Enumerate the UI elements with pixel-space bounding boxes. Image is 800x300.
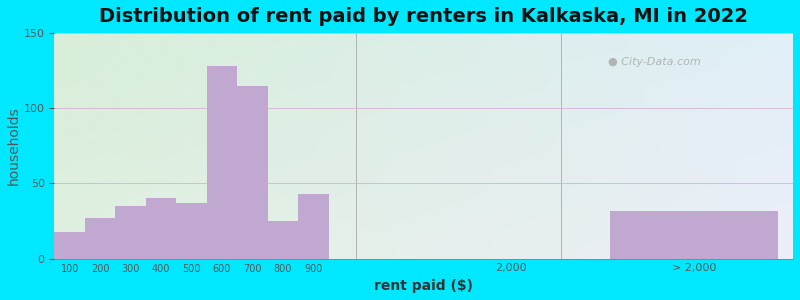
Bar [176, 203, 206, 259]
Y-axis label: households: households [7, 106, 21, 185]
Bar [610, 211, 778, 259]
Bar [206, 66, 237, 259]
Bar [115, 206, 146, 259]
Bar [237, 86, 268, 259]
Bar [54, 232, 85, 259]
Title: Distribution of rent paid by renters in Kalkaska, MI in 2022: Distribution of rent paid by renters in … [99, 7, 748, 26]
Bar [298, 194, 329, 259]
Bar [268, 221, 298, 259]
Bar [85, 218, 115, 259]
Text: ● City-Data.com: ● City-Data.com [609, 57, 701, 68]
X-axis label: rent paid ($): rent paid ($) [374, 279, 474, 293]
Bar [146, 199, 176, 259]
